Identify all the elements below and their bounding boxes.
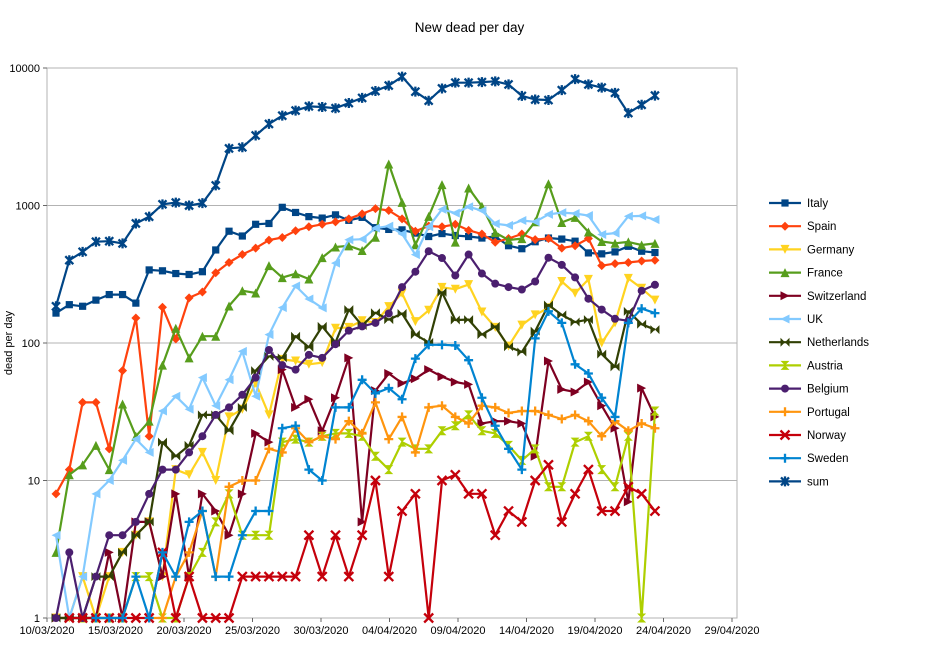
legend-label: Switzerland — [807, 291, 866, 303]
legend-item-germany: Germany — [769, 244, 855, 256]
x-tick-label: 25/03/2020 — [225, 625, 280, 637]
series-sum — [51, 71, 660, 312]
series-austria — [78, 406, 660, 623]
legend-label: Germany — [807, 244, 855, 256]
legend-item-italy: Italy — [769, 198, 828, 210]
legend-item-sweden: Sweden — [769, 453, 849, 465]
y-axis-title: dead per day — [3, 310, 15, 376]
legend-label: Sweden — [807, 453, 849, 465]
legend-item-spain: Spain — [769, 221, 836, 233]
legend-label: Norway — [807, 430, 846, 442]
legend-item-sum: sum — [769, 476, 829, 488]
y-tick-label: 1 — [34, 613, 40, 625]
legend-item-uk: UK — [769, 314, 823, 326]
y-tick-label: 10000 — [9, 63, 40, 75]
x-tick-label: 29/04/2020 — [704, 625, 759, 637]
legend-label: UK — [807, 314, 823, 326]
legend-label: Netherlands — [807, 337, 869, 349]
legend-label: France — [807, 268, 843, 280]
series-spain — [51, 204, 660, 499]
legend-label: sum — [807, 476, 829, 488]
legend-label: Portugal — [807, 407, 850, 419]
y-tick-label: 10 — [28, 476, 40, 488]
x-tick-label: 10/03/2020 — [19, 625, 74, 637]
legend-label: Austria — [807, 360, 843, 372]
x-tick-label: 14/04/2020 — [499, 625, 554, 637]
legend: Italy Spain Germany France Switzerland UK Neth… — [769, 198, 869, 488]
x-tick-label: 30/03/2020 — [293, 625, 348, 637]
legend-item-austria: Austria — [769, 360, 843, 372]
x-tick-label: 04/04/2020 — [362, 625, 417, 637]
legend-label: Belgium — [807, 384, 849, 396]
legend-item-switzerland: Switzerland — [769, 291, 866, 303]
x-tick-label: 09/04/2020 — [430, 625, 485, 637]
legend-item-netherlands: Netherlands — [769, 337, 869, 349]
series-sweden — [91, 304, 660, 623]
series-switzerland — [51, 353, 660, 623]
series-france — [51, 159, 660, 557]
y-tick-label: 100 — [22, 338, 40, 350]
legend-item-portugal: Portugal — [769, 407, 850, 419]
x-tick-label: 19/04/2020 — [567, 625, 622, 637]
x-tick-label: 24/04/2020 — [636, 625, 691, 637]
legend-item-belgium: Belgium — [769, 384, 849, 396]
series-belgium — [52, 247, 659, 622]
legend-item-france: France — [769, 268, 843, 280]
legend-label: Italy — [807, 198, 828, 210]
series-uk — [51, 202, 660, 623]
y-tick-label: 1000 — [16, 201, 40, 213]
series-netherlands — [51, 287, 660, 623]
x-tick-label: 15/03/2020 — [88, 625, 143, 637]
legend-label: Spain — [807, 221, 836, 233]
x-tick-label: 20/03/2020 — [156, 625, 211, 637]
chart-title: New dead per day — [414, 20, 525, 35]
legend-item-norway: Norway — [769, 429, 846, 442]
